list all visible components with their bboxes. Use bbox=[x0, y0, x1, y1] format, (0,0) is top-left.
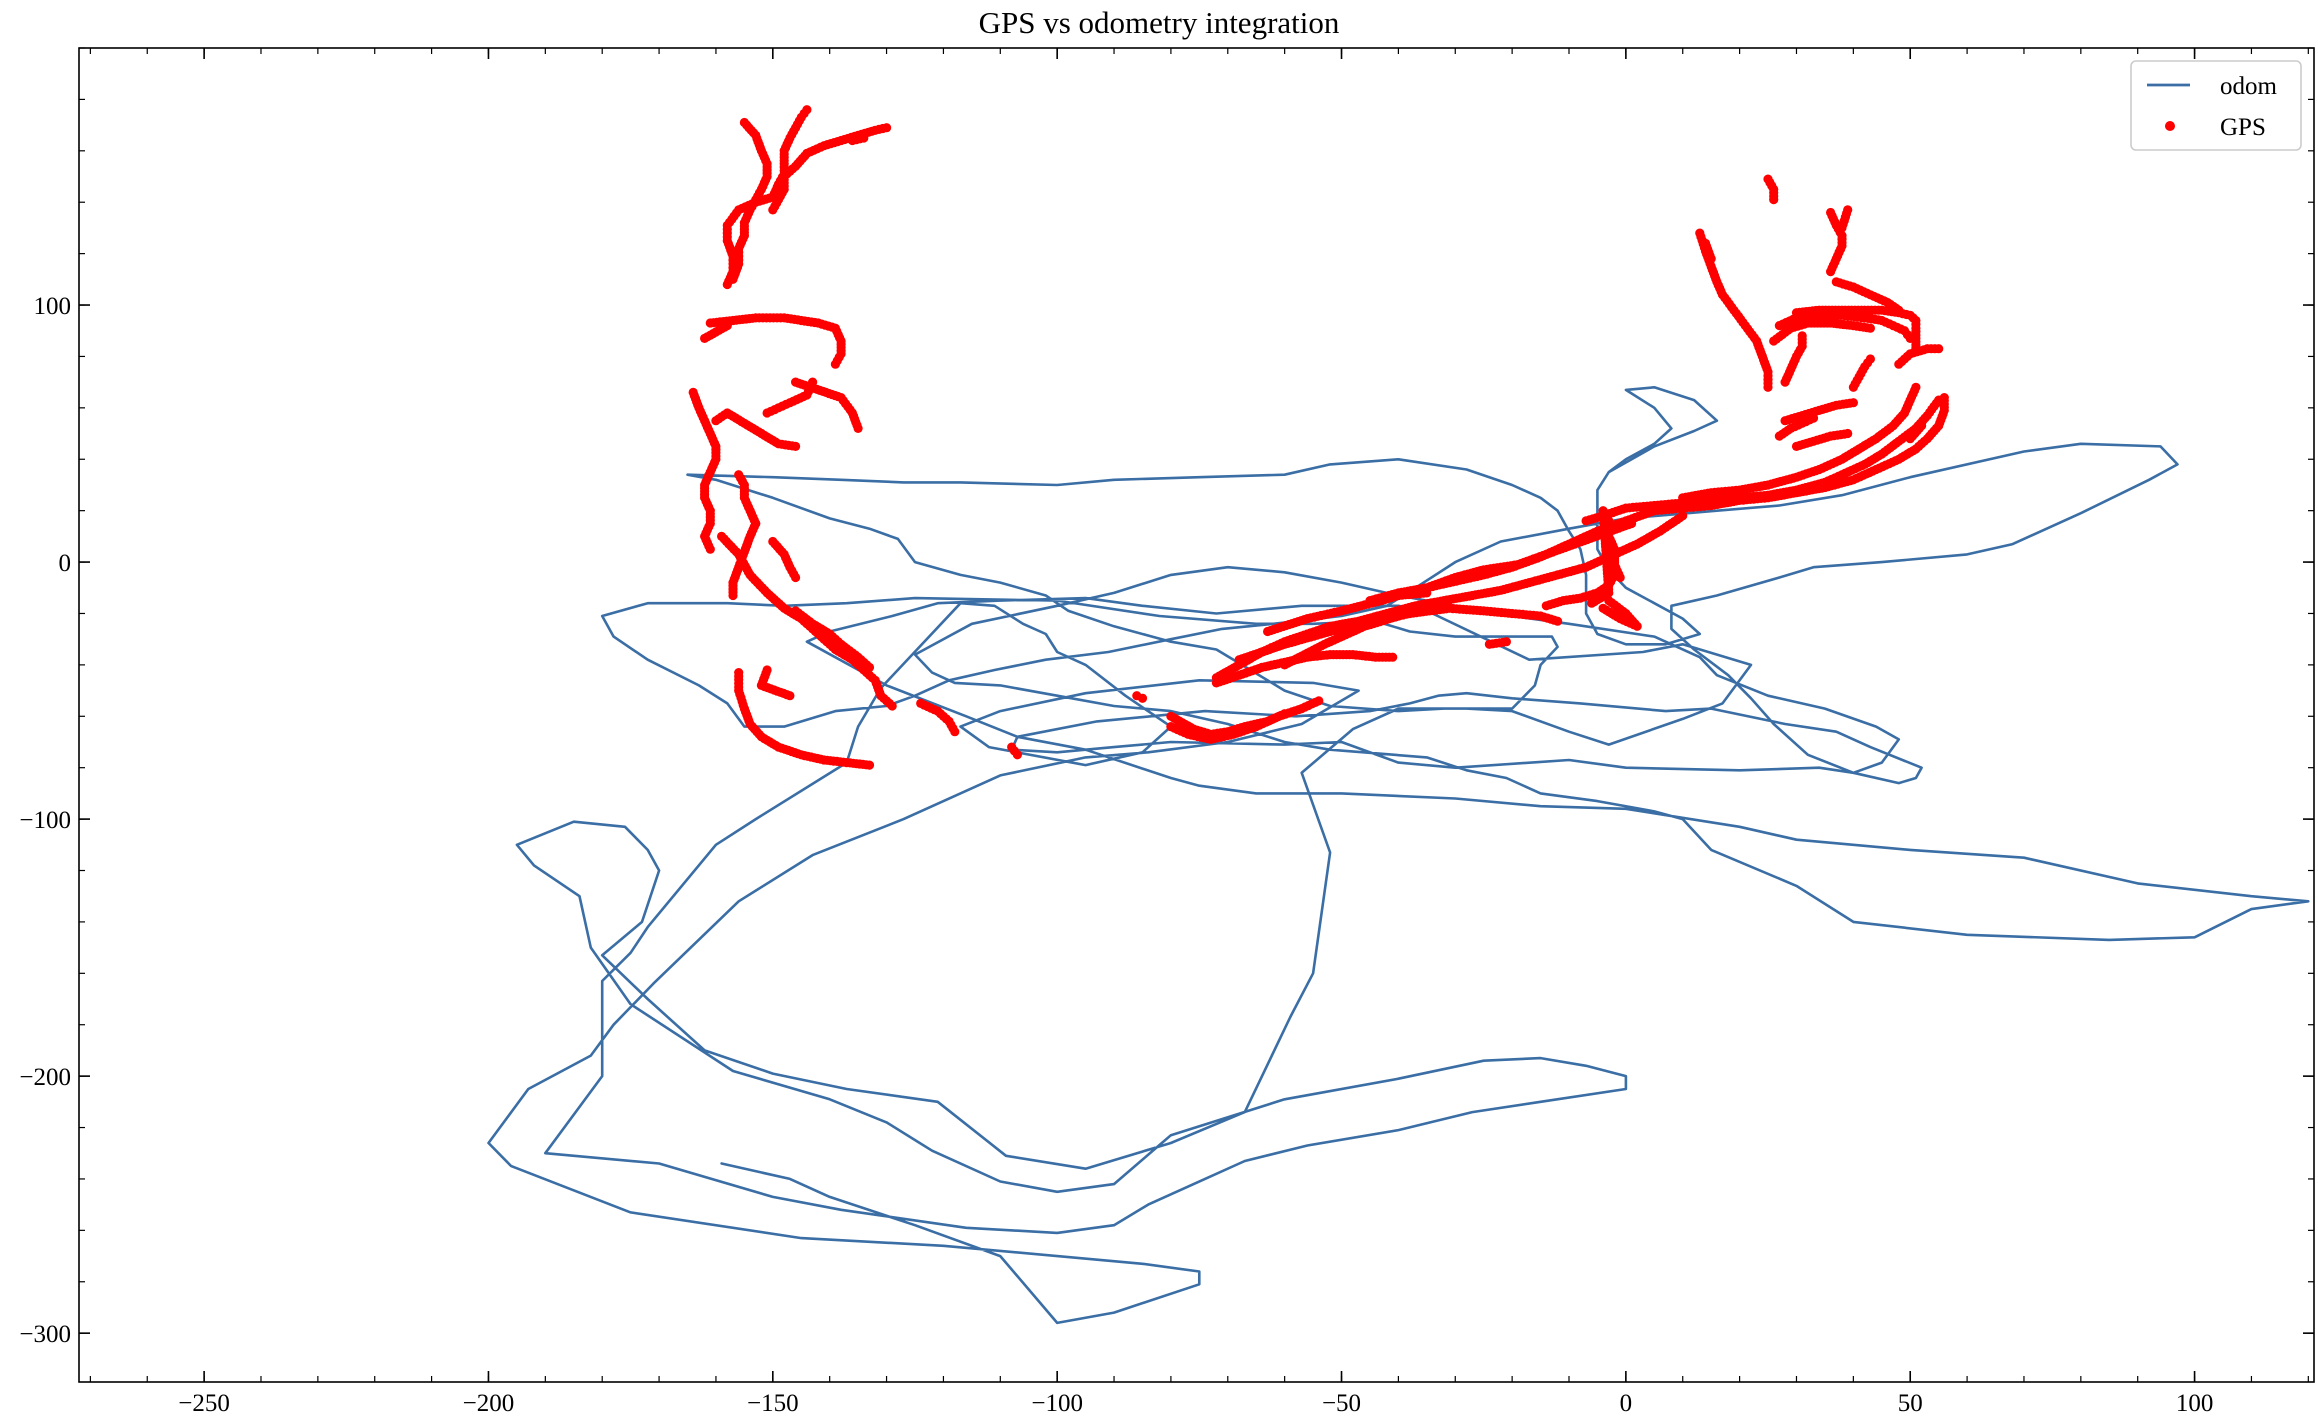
gps-point bbox=[1911, 382, 1921, 392]
gps-point bbox=[1609, 547, 1620, 557]
gps-point bbox=[864, 662, 875, 673]
y-tick-label: 0 bbox=[59, 550, 72, 577]
gps-point bbox=[1422, 588, 1432, 598]
gps-point bbox=[1865, 354, 1875, 364]
gps-point bbox=[1917, 421, 1927, 431]
odom-series-line bbox=[487, 386, 2310, 1325]
gps-point bbox=[791, 572, 801, 583]
gps-point bbox=[1627, 518, 1637, 529]
gps-point bbox=[853, 423, 863, 433]
gps-point bbox=[791, 441, 801, 451]
gps-point bbox=[1678, 511, 1688, 521]
legend-gps-swatch bbox=[2165, 121, 2175, 131]
gps-point bbox=[1939, 393, 1949, 403]
gps-point bbox=[864, 760, 875, 770]
tick-labels: −250 −200 −150 −100 −50 0 50 100 −300 −200 −100 0 10… bbox=[19, 293, 2213, 1417]
gps-point bbox=[1843, 428, 1853, 439]
gps-point bbox=[847, 135, 858, 146]
gps-point bbox=[722, 279, 732, 290]
gps-point bbox=[1132, 691, 1142, 701]
plot-area bbox=[487, 105, 2310, 1325]
y-tick-label: −300 bbox=[19, 1321, 71, 1348]
gps-point bbox=[1587, 598, 1597, 608]
y-tick-label: −200 bbox=[19, 1064, 71, 1091]
gps-point bbox=[1388, 652, 1398, 662]
gps-point bbox=[1848, 398, 1858, 408]
legend-odom-label: odom bbox=[2220, 73, 2278, 100]
gps-point bbox=[1934, 344, 1944, 354]
y-tick-label: 100 bbox=[34, 293, 72, 320]
gps-point bbox=[1007, 742, 1017, 752]
x-tick-label: −50 bbox=[1322, 1390, 1361, 1417]
axis-ticks bbox=[79, 47, 2314, 1382]
gps-point bbox=[1706, 254, 1716, 264]
gps-point bbox=[705, 544, 715, 554]
gps-point bbox=[785, 691, 795, 701]
gps-point bbox=[1553, 616, 1563, 626]
legend: odom GPS bbox=[2130, 60, 2302, 151]
chart-title: GPS vs odometry integration bbox=[979, 5, 1340, 40]
gps-point bbox=[768, 205, 778, 215]
gps-point bbox=[887, 701, 897, 711]
gps-point bbox=[1797, 331, 1807, 341]
gps-point bbox=[762, 408, 772, 418]
x-tick-label: −250 bbox=[178, 1390, 230, 1417]
gps-point bbox=[1808, 413, 1819, 423]
gps-point bbox=[1837, 223, 1847, 233]
gps-point bbox=[1905, 333, 1915, 343]
gps-point bbox=[1393, 611, 1403, 621]
plot-frame bbox=[78, 47, 2315, 1383]
gps-point bbox=[728, 590, 738, 601]
gps-point bbox=[830, 359, 841, 369]
gps-point bbox=[1280, 709, 1290, 719]
gps-point bbox=[1826, 267, 1836, 277]
gps-point bbox=[1769, 195, 1779, 205]
gps-point bbox=[1501, 637, 1511, 647]
x-tick-label: 100 bbox=[2176, 1390, 2214, 1417]
x-tick-label: −100 bbox=[1031, 1390, 1083, 1417]
gps-point bbox=[1763, 382, 1773, 392]
legend-gps-label: GPS bbox=[2220, 114, 2266, 141]
gps-point bbox=[1314, 696, 1324, 706]
x-tick-label: −200 bbox=[463, 1390, 515, 1417]
x-tick-label: −150 bbox=[747, 1390, 799, 1417]
x-tick-label: 0 bbox=[1620, 1390, 1633, 1417]
x-tick-label: 50 bbox=[1898, 1390, 1923, 1417]
gps-point bbox=[950, 727, 960, 737]
gps-point bbox=[722, 321, 732, 331]
y-tick-label: −100 bbox=[19, 807, 71, 834]
gps-point bbox=[1865, 323, 1875, 333]
